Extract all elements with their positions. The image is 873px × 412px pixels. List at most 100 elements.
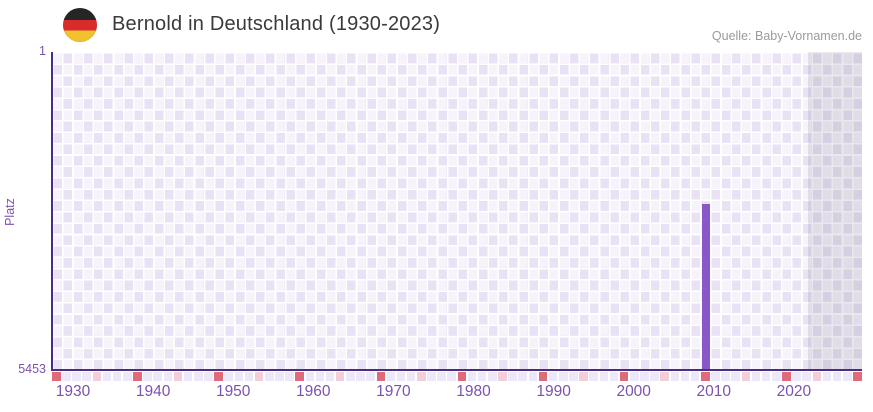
axis-strip-cell (122, 372, 132, 381)
x-axis-label-1930: 1930 (55, 383, 91, 400)
axis-strip-cell (437, 372, 446, 381)
decade-marker-cell (295, 372, 304, 381)
axis-strip-cell (802, 372, 811, 381)
axis-strip-cell (102, 372, 112, 381)
decade-marker-cell (619, 372, 629, 381)
half-decade-marker-cell (660, 372, 669, 381)
rank-bar-2009[interactable] (701, 203, 710, 370)
axis-strip-cell (305, 372, 315, 381)
axis-strip-cell (528, 372, 538, 381)
axis-strip-cell (406, 372, 416, 381)
axis-strip-cell (72, 372, 81, 381)
axis-strip-cell (589, 372, 598, 381)
x-axis-tick-strip (52, 372, 862, 381)
axis-strip-cell (842, 372, 852, 381)
axis-strip-cell (234, 372, 244, 381)
x-axis-label-1950: 1950 (215, 383, 251, 400)
half-decade-marker-cell (254, 372, 264, 381)
germany-flag-circle-icon (63, 8, 97, 42)
x-axis-label-2010: 2010 (696, 383, 732, 400)
x-axis-label-1970: 1970 (376, 383, 411, 400)
y-axis-title: Platz (3, 198, 17, 226)
half-decade-marker-cell (498, 372, 507, 381)
axis-strip-cell (711, 372, 720, 381)
x-axis-label-1940: 1940 (135, 383, 171, 400)
axis-strip-cell (193, 372, 203, 381)
decade-marker-cell (457, 372, 467, 381)
x-axis-label-2020: 2020 (776, 383, 812, 400)
decade-marker-cell (538, 372, 548, 381)
y-axis-top-label: 1 (39, 44, 46, 58)
half-decade-marker-cell (173, 372, 183, 381)
axis-strip-cell (690, 372, 700, 381)
axis-strip-cell (508, 372, 517, 381)
axis-strip-cell (427, 372, 436, 381)
axis-strip-cell (640, 372, 649, 381)
axis-strip-cell (264, 372, 274, 381)
half-decade-marker-cell (812, 372, 822, 381)
axis-strip-cell (82, 372, 91, 381)
no-data-shaded-region (808, 52, 862, 370)
y-axis-line (51, 52, 53, 371)
half-decade-marker-cell (92, 372, 102, 381)
axis-strip-cell (548, 372, 558, 381)
axis-strip-cell (62, 372, 71, 381)
y-axis-bottom-label: 5453 (18, 362, 46, 376)
decade-marker-cell (701, 372, 710, 381)
decade-marker-cell (782, 372, 791, 381)
axis-strip-cell (670, 372, 680, 381)
axis-strip-cell (488, 372, 497, 381)
axis-strip-cell (477, 372, 487, 381)
axis-strip-cell (386, 372, 396, 381)
axis-strip-cell (761, 372, 771, 381)
x-axis-label-1990: 1990 (536, 383, 571, 400)
axis-strip-cell (518, 372, 528, 381)
x-axis-labels: 1930 1940 1950 1960 1970 1980 1990 2000 2010 2020 (0, 383, 873, 403)
axis-strip-cell (325, 372, 335, 381)
axis-strip-cell (599, 372, 609, 381)
axis-strip-cell (630, 372, 639, 381)
axis-strip-cell (569, 372, 578, 381)
x-axis-label-1980: 1980 (456, 383, 491, 400)
axis-strip-cell (224, 372, 233, 381)
axis-strip-cell (609, 372, 619, 381)
decade-marker-cell (214, 372, 223, 381)
decade-marker-cell (52, 372, 61, 381)
axis-strip-cell (822, 372, 832, 381)
axis-strip-cell (751, 372, 761, 381)
axis-strip-cell (731, 372, 740, 381)
axis-strip-cell (771, 372, 781, 381)
axis-strip-cell (447, 372, 457, 381)
axis-strip-cell (721, 372, 730, 381)
decade-marker-cell (376, 372, 386, 381)
decade-marker-cell (133, 372, 142, 381)
axis-strip-cell (163, 372, 173, 381)
x-axis-line (51, 368, 862, 371)
axis-strip-cell (650, 372, 659, 381)
plot-area (52, 52, 862, 370)
axis-strip-cell (275, 372, 284, 381)
axis-strip-cell (396, 372, 406, 381)
axis-strip-cell (244, 372, 254, 381)
axis-strip-cell (832, 372, 842, 381)
axis-strip-cell (285, 372, 294, 381)
half-decade-marker-cell (741, 372, 751, 381)
axis-strip-cell (356, 372, 365, 381)
axis-strip-cell (346, 372, 355, 381)
axis-strip-cell (204, 372, 213, 381)
axis-strip-cell (183, 372, 193, 381)
axis-strip-cell (153, 372, 162, 381)
axis-strip-cell (315, 372, 325, 381)
axis-strip-cell (112, 372, 122, 381)
half-decade-marker-cell (335, 372, 345, 381)
x-axis-label-1960: 1960 (296, 383, 331, 400)
x-axis-label-2000: 2000 (616, 383, 651, 400)
chart-title: Bernold in Deutschland (1930-2023) (112, 13, 441, 35)
axis-strip-cell (467, 372, 477, 381)
half-decade-marker-cell (417, 372, 426, 381)
axis-strip-cell (366, 372, 375, 381)
axis-strip-cell (559, 372, 568, 381)
source-attribution: Quelle: Baby-Vornamen.de (711, 29, 862, 43)
axis-strip-cell (680, 372, 690, 381)
